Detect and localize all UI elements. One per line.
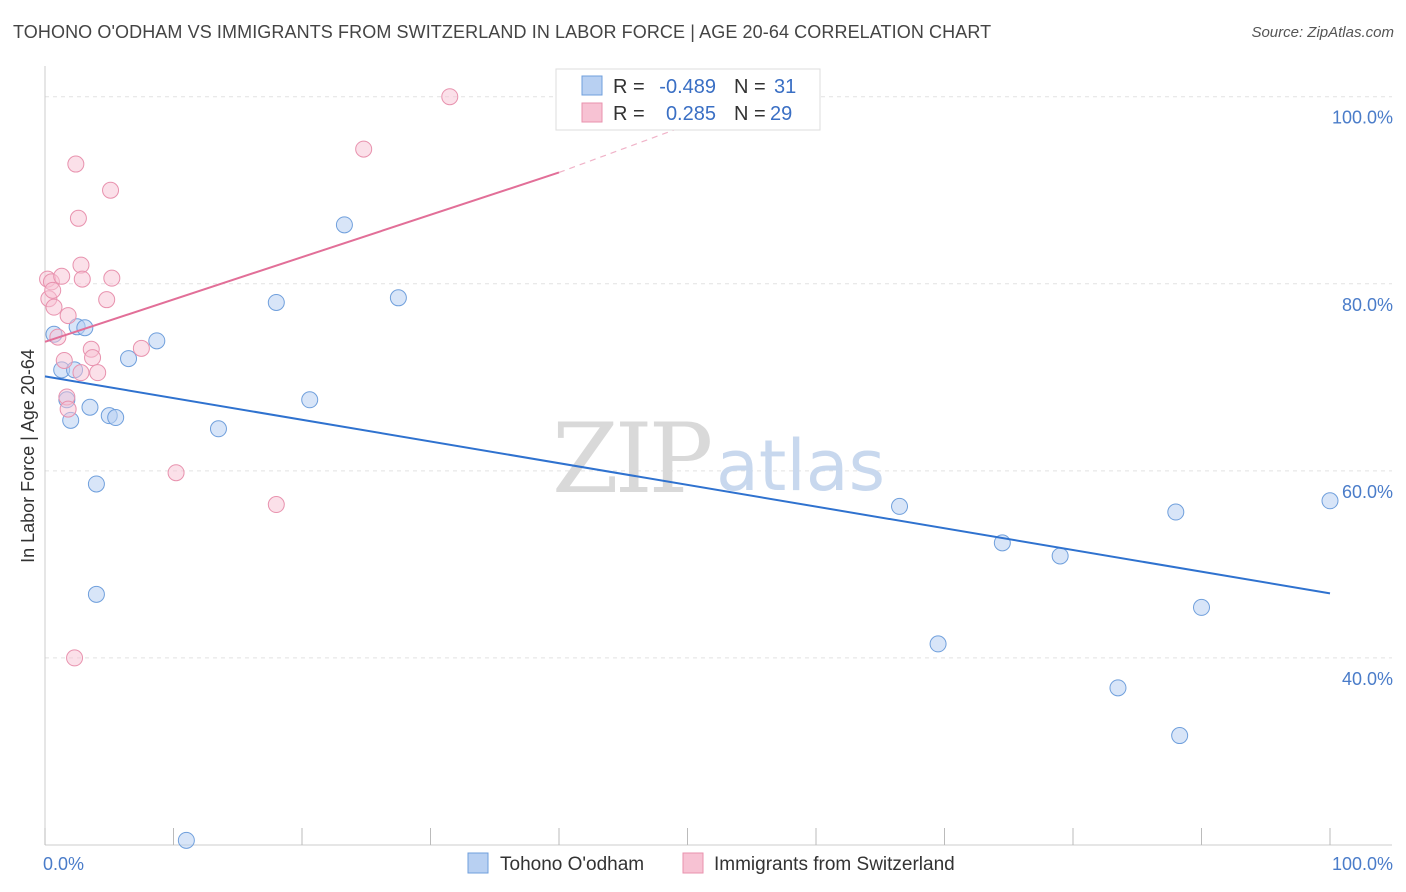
legend-swatch-pink <box>581 102 603 123</box>
trend-line-tohono <box>44 375 1331 595</box>
data-point-switzerland <box>72 256 90 274</box>
data-point-switzerland <box>98 291 116 309</box>
data-point-tohono <box>148 332 166 350</box>
data-point-tohono <box>87 475 105 493</box>
chart-title: TOHONO O'ODHAM VS IMMIGRANTS FROM SWITZE… <box>13 22 992 42</box>
grid-lines <box>45 96 1392 659</box>
series-legend-swatch-blue <box>467 852 489 874</box>
data-point-switzerland <box>103 269 121 287</box>
series-legend-label-switzerland: Immigrants from Switzerland <box>714 854 955 875</box>
tick-labels: 40.0% 60.0% 80.0% 100.0% 0.0% 100.0% <box>43 108 1393 874</box>
y-tick-label: 100.0% <box>1332 108 1393 128</box>
data-point-tohono <box>1051 547 1069 565</box>
trend-lines <box>44 110 1331 595</box>
data-point-tohono <box>267 293 285 311</box>
data-point-switzerland <box>267 496 285 514</box>
chart-source: Source: ZipAtlas.com <box>1251 24 1394 41</box>
data-point-switzerland <box>66 649 84 667</box>
data-point-tohono <box>209 420 227 438</box>
data-point-switzerland <box>59 400 77 418</box>
data-point-switzerland <box>355 140 373 158</box>
series-switzerland-points <box>39 88 459 667</box>
data-point-switzerland <box>89 364 107 382</box>
y-tick-label: 80.0% <box>1342 295 1393 315</box>
watermark: ZIP atlas <box>552 403 885 515</box>
data-point-switzerland <box>72 364 90 382</box>
data-point-switzerland <box>69 209 87 227</box>
x-tick-label: 100.0% <box>1332 854 1393 874</box>
legend-n-label-1: N = <box>734 76 766 98</box>
axes <box>44 66 1392 846</box>
data-point-switzerland <box>167 464 185 482</box>
data-point-tohono <box>389 289 407 307</box>
legend-r-value-2: 0.285 <box>666 103 716 125</box>
data-point-tohono <box>301 391 319 409</box>
data-point-tohono <box>891 497 909 515</box>
data-point-switzerland <box>55 351 73 369</box>
data-point-tohono <box>1321 492 1339 510</box>
legend-n-label-2: N = <box>734 103 766 125</box>
data-point-tohono <box>107 409 125 427</box>
trend-line-switzerland <box>44 171 560 343</box>
series-legend-label-tohono: Tohono O'odham <box>500 854 644 875</box>
watermark-atlas: atlas <box>716 425 885 507</box>
data-point-tohono <box>81 398 99 416</box>
series-legend: Tohono O'odham Immigrants from Switzerla… <box>467 852 955 875</box>
legend-r-value-1: -0.489 <box>659 76 716 98</box>
legend-r-label-2: R = <box>613 103 645 125</box>
data-point-tohono <box>120 350 138 368</box>
legend-n-value-2: 29 <box>770 103 792 125</box>
data-point-switzerland <box>67 155 85 173</box>
data-point-tohono <box>929 635 947 653</box>
data-point-tohono <box>87 585 105 603</box>
y-axis-label: In Labor Force | Age 20-64 <box>18 349 38 563</box>
legend-swatch-blue <box>581 75 603 96</box>
data-point-switzerland <box>53 267 71 285</box>
legend-r-label-1: R = <box>613 76 645 98</box>
data-point-tohono <box>177 831 195 849</box>
data-point-tohono <box>1109 679 1127 697</box>
data-point-switzerland <box>73 270 91 288</box>
x-tick-label: 0.0% <box>43 854 84 874</box>
data-point-switzerland <box>45 298 63 316</box>
data-point-switzerland <box>44 281 62 299</box>
data-point-switzerland <box>84 349 102 367</box>
data-point-tohono <box>1171 727 1189 745</box>
data-point-tohono <box>1167 503 1185 521</box>
legend-n-value-1: 31 <box>774 76 796 98</box>
data-point-switzerland <box>102 181 120 199</box>
data-point-switzerland <box>59 307 77 325</box>
series-legend-swatch-pink <box>682 852 704 874</box>
data-point-switzerland <box>132 339 150 357</box>
y-tick-label: 40.0% <box>1342 669 1393 689</box>
data-point-switzerland <box>441 88 459 106</box>
correlation-legend: R = -0.489 N = 31 R = 0.285 N = 29 <box>555 68 821 131</box>
data-point-tohono <box>1193 598 1210 616</box>
data-point-tohono <box>335 216 353 234</box>
y-tick-label: 60.0% <box>1342 482 1393 502</box>
watermark-zip: ZIP <box>552 403 711 515</box>
